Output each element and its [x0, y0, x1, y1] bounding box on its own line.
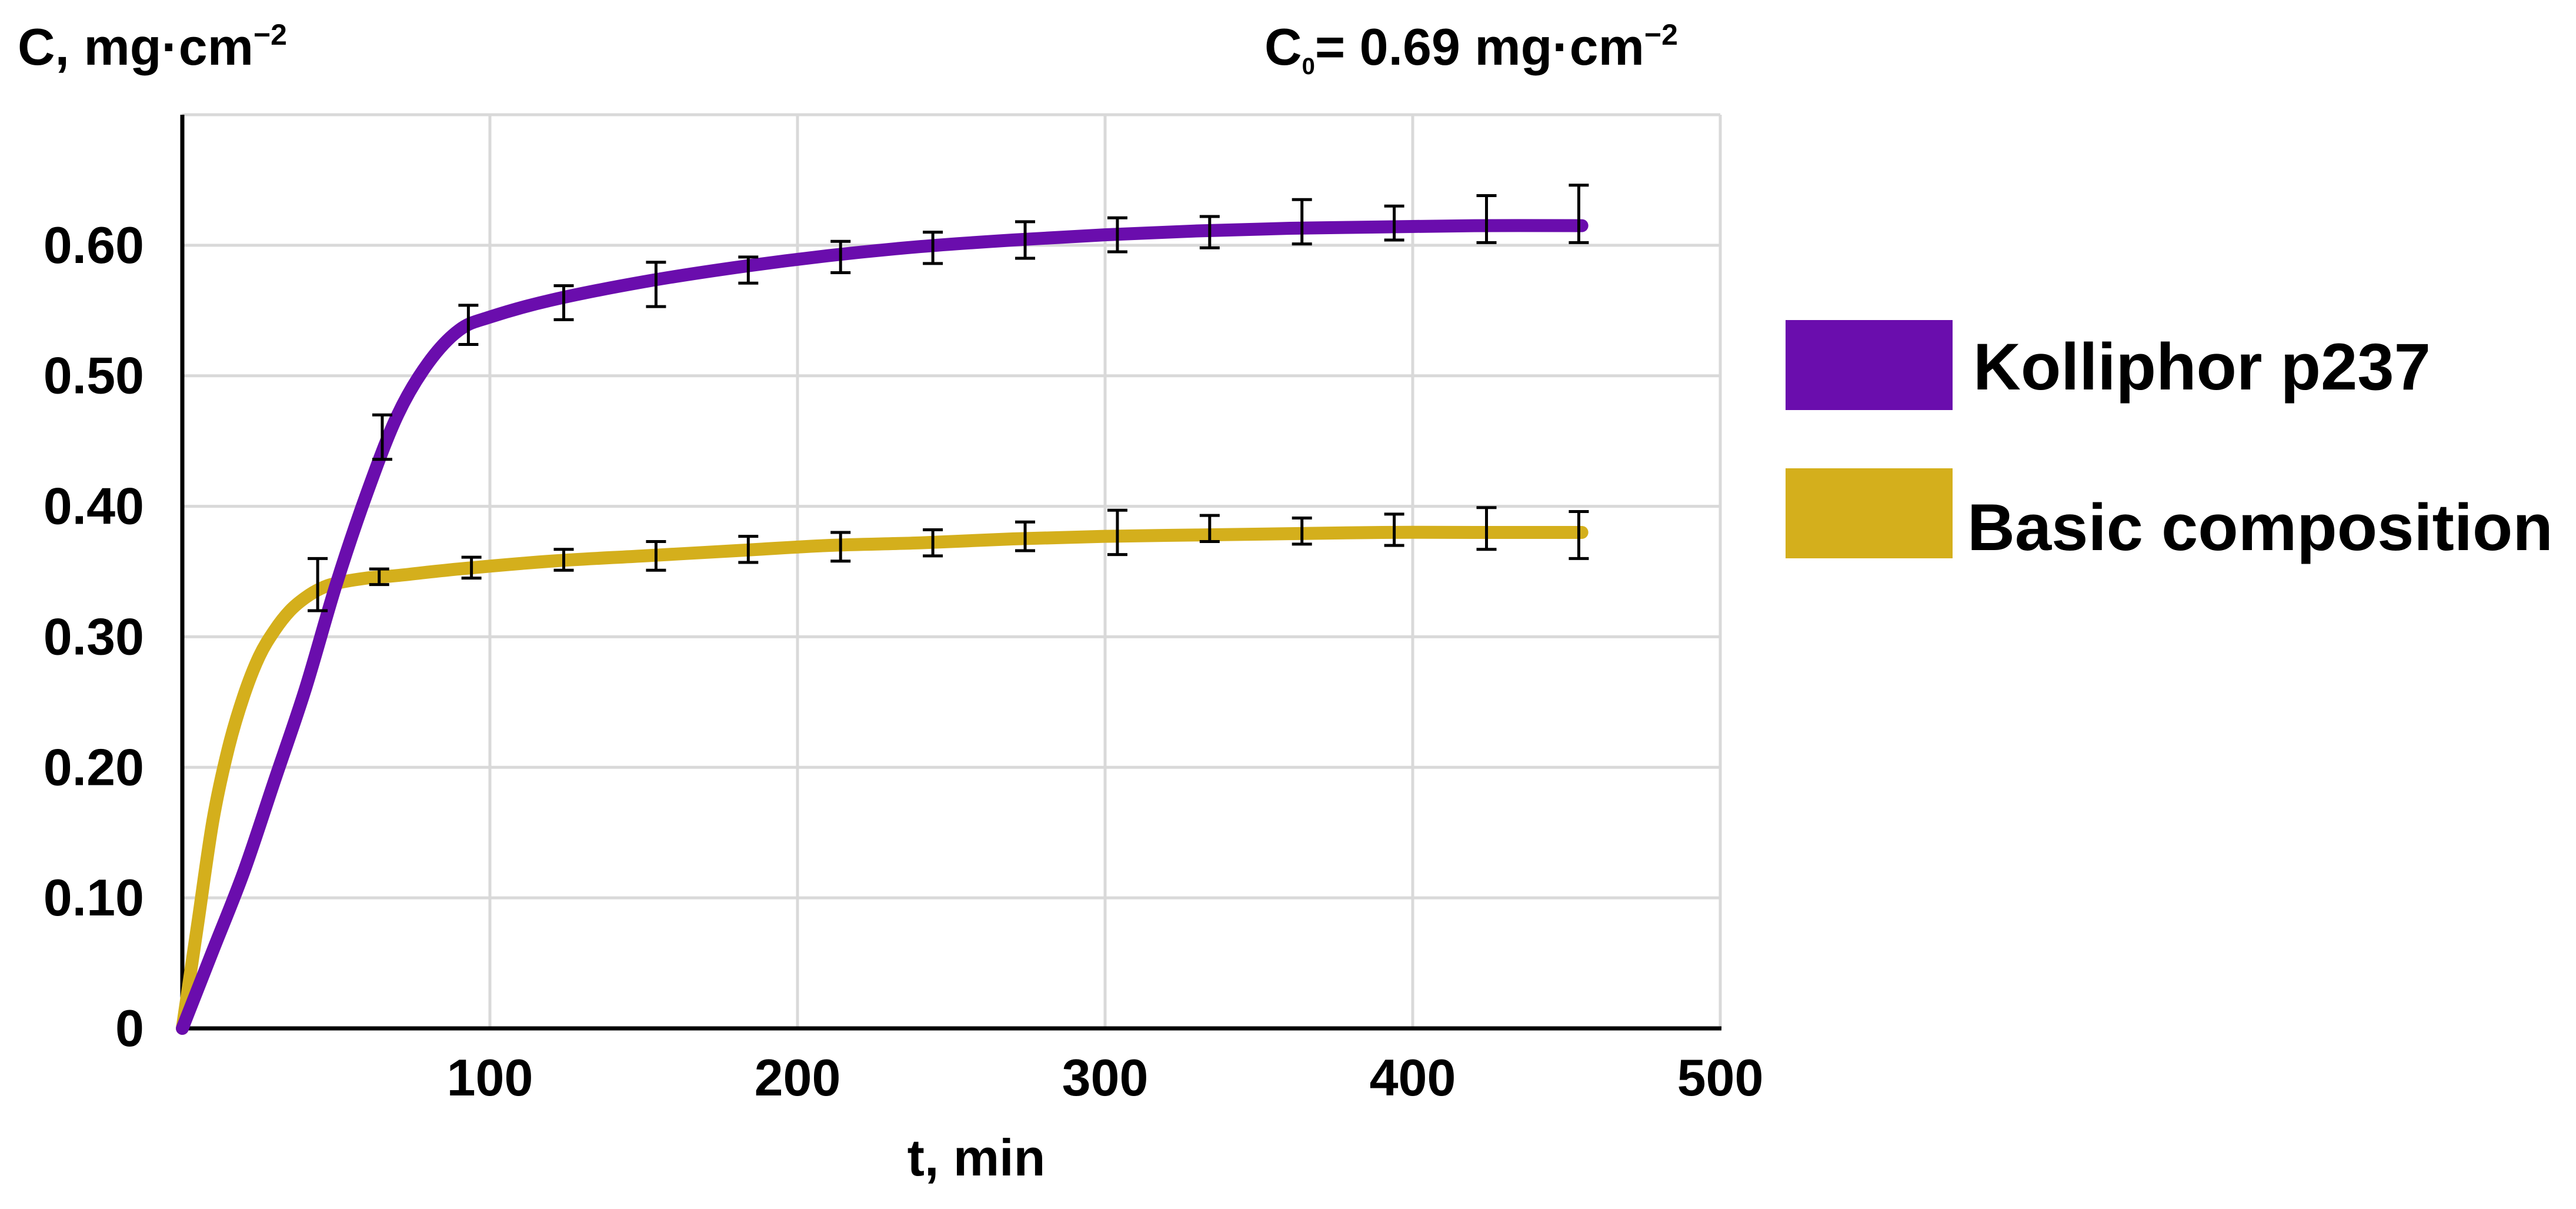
x-tick-label: 200: [755, 1048, 841, 1107]
gridlines: [182, 113, 1722, 1028]
y-tick-label: 0.40: [44, 477, 144, 535]
error-bars: [308, 184, 1589, 612]
tick-labels: 0 0.10 0.20 0.30 0.40 0.50 0.60 100 200 300 400 500: [44, 216, 1764, 1107]
error-bar-basic: [1199, 514, 1220, 543]
error-bar-kolliphor: [738, 255, 759, 285]
error-bar-basic: [923, 528, 943, 558]
x-axis-title: t, min: [907, 1128, 1046, 1187]
y-tick-label: 0.30: [44, 607, 144, 665]
error-bar-basic: [1015, 520, 1036, 552]
y-tick-label: 0.60: [44, 216, 144, 274]
error-bar-basic: [1384, 512, 1404, 547]
y-tick-label: 0: [115, 999, 144, 1057]
error-bar-kolliphor: [1199, 215, 1220, 249]
series-line-kolliphor: [176, 219, 1589, 1035]
initial-concentration-annotation: C0= 0.69 mg·cm−2: [1264, 18, 1678, 79]
x-tick-label: 100: [447, 1048, 533, 1107]
series-curves: [176, 219, 1589, 1035]
legend-swatch-kolliphor: [1786, 320, 1953, 410]
error-bar-kolliphor: [1015, 220, 1036, 260]
error-bar-basic: [461, 555, 482, 580]
y-tick-label: 0.20: [44, 738, 144, 796]
error-bar-kolliphor: [372, 413, 392, 461]
error-bar-kolliphor: [923, 231, 943, 265]
error-bar-basic: [1569, 509, 1589, 560]
error-bar-basic: [553, 548, 574, 572]
x-tick-label: 500: [1677, 1048, 1764, 1107]
error-bar-kolliphor: [646, 261, 666, 308]
error-bar-basic: [830, 531, 851, 563]
error-bar-kolliphor: [1569, 184, 1589, 244]
error-bar-basic: [646, 539, 666, 572]
series-line-basic: [176, 525, 1589, 1035]
error-bar-basic: [369, 567, 389, 587]
error-bar-basic: [308, 557, 328, 612]
legend-label-kolliphor: Kolliphor p237: [1973, 330, 2431, 404]
error-bar-kolliphor: [1476, 194, 1497, 244]
x-tick-label: 300: [1062, 1048, 1149, 1107]
legend-label-basic: Basic composition: [1967, 491, 2553, 564]
error-bar-kolliphor: [830, 239, 851, 274]
y-tick-label: 0.50: [44, 347, 144, 405]
error-bar-kolliphor: [1107, 216, 1127, 254]
error-bar-kolliphor: [1384, 204, 1404, 242]
x-tick-label: 400: [1370, 1048, 1456, 1107]
error-bar-kolliphor: [1292, 198, 1312, 246]
error-bar-kolliphor: [553, 284, 574, 321]
legend-swatch-basic: [1786, 468, 1953, 558]
y-tick-label: 0.10: [44, 868, 144, 927]
error-bar-basic: [1292, 517, 1312, 546]
error-bar-basic: [1107, 508, 1127, 557]
axes: [180, 115, 1721, 1031]
y-axis-title: C, mg·cm−2: [18, 18, 287, 76]
legend: Kolliphor p237 Basic composition: [1786, 320, 2553, 564]
error-bar-kolliphor: [458, 304, 479, 346]
error-bar-basic: [738, 535, 759, 564]
error-bar-basic: [1476, 506, 1497, 551]
